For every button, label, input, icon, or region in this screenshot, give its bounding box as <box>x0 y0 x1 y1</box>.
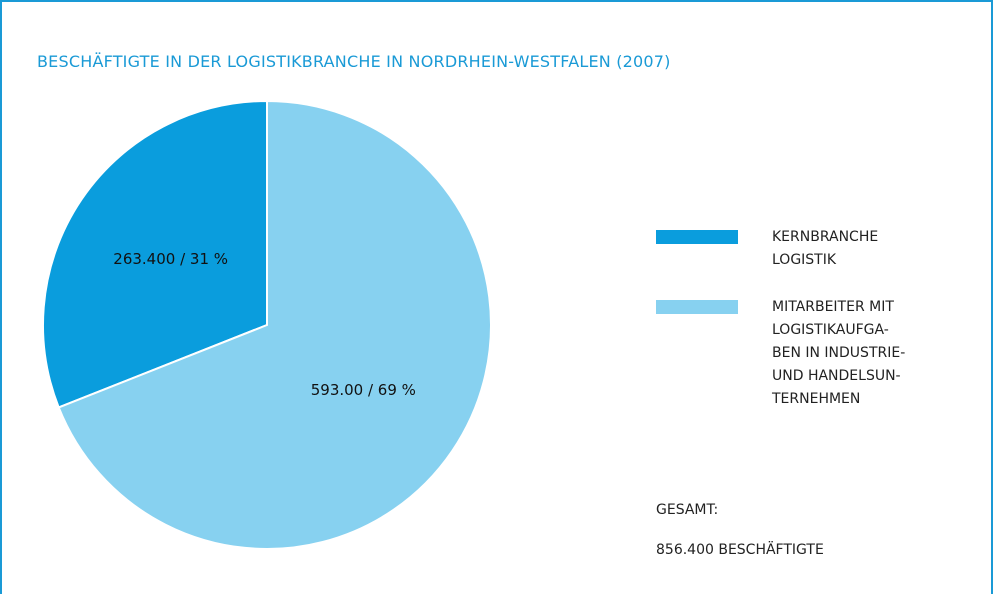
chart-title: BESCHÄFTIGTE IN DER LOGISTIKBRANCHE IN N… <box>37 52 671 71</box>
legend-label: KERNBRANCHE LOGISTIK <box>772 229 879 268</box>
legend-swatch <box>656 230 738 244</box>
data-label: 593.00 / 69 % <box>311 381 416 399</box>
pie-slice <box>57 99 492 550</box>
annotation: 856.400 BESCHÄFTIGTE <box>656 542 824 558</box>
annotation: GESAMT: <box>656 502 719 518</box>
legend-label: MITARBEITER MIT LOGISTIKAUFGA- BEN IN IN… <box>772 299 906 407</box>
legend-swatch <box>656 300 738 314</box>
pie-slice <box>42 99 268 409</box>
data-label: 263.400 / 31 % <box>113 250 228 268</box>
